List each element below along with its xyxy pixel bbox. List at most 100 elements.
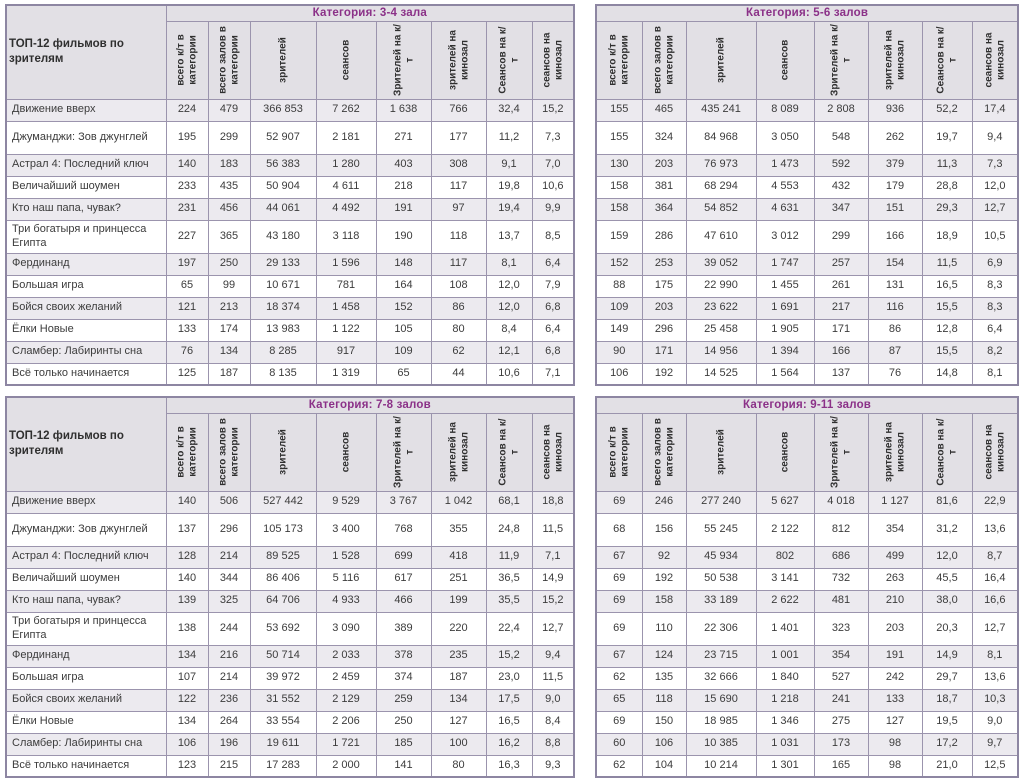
data-cell: 1 218 xyxy=(755,688,815,712)
data-cell: 8,4 xyxy=(531,710,575,734)
data-cell: 22,9 xyxy=(971,490,1019,514)
table-row: 68 156 55 245 2 122 812 354 31,2 13,6 xyxy=(595,512,1019,547)
column-header-label: зрителей на кинозал xyxy=(447,30,470,90)
column-header: Сеансов на к/т xyxy=(485,412,533,492)
data-cell: 69 xyxy=(595,710,643,734)
data-cell: 479 xyxy=(207,98,251,122)
table-row: Джуманджи: Зов джунглей 137 296 105 173 3 40… xyxy=(5,512,575,547)
data-cell: 12,7 xyxy=(531,611,575,646)
data-cell: 76 973 xyxy=(685,153,757,177)
data-cell: 9,0 xyxy=(531,688,575,712)
data-cell: 1 001 xyxy=(755,644,815,668)
data-cell: 67 xyxy=(595,644,643,668)
data-cell: 106 xyxy=(165,732,209,756)
data-cell: 165 xyxy=(813,754,869,778)
data-cell: 2 033 xyxy=(315,644,377,668)
data-cell: 149 xyxy=(595,318,643,342)
data-cell: 12,1 xyxy=(485,340,533,364)
table-row: Фердинанд 197 250 29 133 1 596 148 117 8,1 6,4 xyxy=(5,252,575,276)
data-cell: 16,5 xyxy=(485,710,533,734)
table-row: 69 192 50 538 3 141 732 263 45,5 16,4 xyxy=(595,567,1019,591)
data-cell: 5 627 xyxy=(755,490,815,514)
data-cell: 11,3 xyxy=(921,153,973,177)
data-cell: 105 173 xyxy=(249,512,317,547)
data-cell: 158 xyxy=(595,175,643,199)
column-header: всего к/т в категории xyxy=(595,412,643,492)
data-cell: 11,5 xyxy=(531,666,575,690)
data-cell: 50 538 xyxy=(685,567,757,591)
data-cell: 89 525 xyxy=(249,545,317,569)
data-cell: 68,1 xyxy=(485,490,533,514)
data-cell: 109 xyxy=(595,296,643,320)
column-header-label: сеансов на кинозал xyxy=(983,32,1006,88)
table-row: 69 110 22 306 1 401 323 203 20,3 12,7 xyxy=(595,611,1019,646)
data-cell: 6,4 xyxy=(531,318,575,342)
data-cell: 527 442 xyxy=(249,490,317,514)
data-cell: 69 xyxy=(595,490,643,514)
data-cell: 1 301 xyxy=(755,754,815,778)
data-cell: 2 122 xyxy=(755,512,815,547)
data-cell: 166 xyxy=(813,340,869,364)
data-cell: 768 xyxy=(375,512,432,547)
data-cell: 1 840 xyxy=(755,666,815,690)
data-cell: 65 xyxy=(375,362,432,386)
column-header-label: всего к/т в категории xyxy=(607,426,631,478)
data-cell: 381 xyxy=(641,175,687,199)
data-cell: 196 xyxy=(207,732,251,756)
data-cell: 1 346 xyxy=(755,710,815,734)
data-cell: 187 xyxy=(207,362,251,386)
film-name-cell: Бойся своих желаний xyxy=(5,688,167,712)
data-cell: 151 xyxy=(867,197,923,221)
film-name-cell: Всё только начинается xyxy=(5,754,167,778)
table-row: 106 192 14 525 1 564 137 76 14,8 8,1 xyxy=(595,362,1019,386)
table-3-4-halls: ТОП-12 фильмов по зрителям Категория: 3-4… xyxy=(5,4,576,386)
data-cell: 7 262 xyxy=(315,98,377,122)
film-name-cell: Величайший шоумен xyxy=(5,567,167,591)
data-cell: 1 401 xyxy=(755,611,815,646)
data-cell: 62 xyxy=(595,666,643,690)
data-cell: 16,6 xyxy=(971,589,1019,613)
data-cell: 1 458 xyxy=(315,296,377,320)
column-header: Зрителей на к/т xyxy=(813,412,869,492)
column-header: Сеансов на к/т xyxy=(921,20,973,100)
data-cell: 9,7 xyxy=(971,732,1019,756)
table-row: Фердинанд 134 216 50 714 2 033 378 235 15,2 9,4 xyxy=(5,644,575,668)
data-cell: 277 240 xyxy=(685,490,757,514)
column-header-label: зрителей xyxy=(277,37,289,83)
column-header-label: сеансов на кинозал xyxy=(541,424,564,480)
data-cell: 259 xyxy=(375,688,432,712)
data-cell: 69 xyxy=(595,589,643,613)
data-cell: 16,3 xyxy=(485,754,533,778)
table-row: 155 465 435 241 8 089 2 808 936 52,2 17,4 xyxy=(595,98,1019,122)
column-header-label: зрителей xyxy=(715,37,727,83)
data-cell: 9,0 xyxy=(971,710,1019,734)
table-row: 69 150 18 985 1 346 275 127 19,5 9,0 xyxy=(595,710,1019,734)
data-cell: 127 xyxy=(430,710,487,734)
data-cell: 18,7 xyxy=(921,688,973,712)
data-cell: 80 xyxy=(430,754,487,778)
column-header-label: зрителей xyxy=(277,429,289,475)
data-cell: 109 xyxy=(375,340,432,364)
data-cell: 1 280 xyxy=(315,153,377,177)
data-cell: 44 061 xyxy=(249,197,317,221)
data-cell: 199 xyxy=(430,589,487,613)
data-cell: 11,2 xyxy=(485,120,533,155)
data-cell: 33 189 xyxy=(685,589,757,613)
column-header: всего к/т в категории xyxy=(165,412,209,492)
data-cell: 128 xyxy=(165,545,209,569)
data-cell: 435 xyxy=(207,175,251,199)
data-cell: 84 968 xyxy=(685,120,757,155)
data-cell: 19,5 xyxy=(921,710,973,734)
data-cell: 216 xyxy=(207,644,251,668)
column-header: Сеансов на к/т xyxy=(921,412,973,492)
column-header-label: Зрителей на к/т xyxy=(392,416,415,488)
data-cell: 137 xyxy=(813,362,869,386)
column-header-label: всего залов в категории xyxy=(652,418,676,486)
data-cell: 10,6 xyxy=(485,362,533,386)
data-cell: 138 xyxy=(165,611,209,646)
data-cell: 12,7 xyxy=(971,197,1019,221)
data-cell: 118 xyxy=(641,688,687,712)
data-cell: 10,6 xyxy=(531,175,575,199)
data-cell: 11,5 xyxy=(921,252,973,276)
data-cell: 8,7 xyxy=(971,545,1019,569)
